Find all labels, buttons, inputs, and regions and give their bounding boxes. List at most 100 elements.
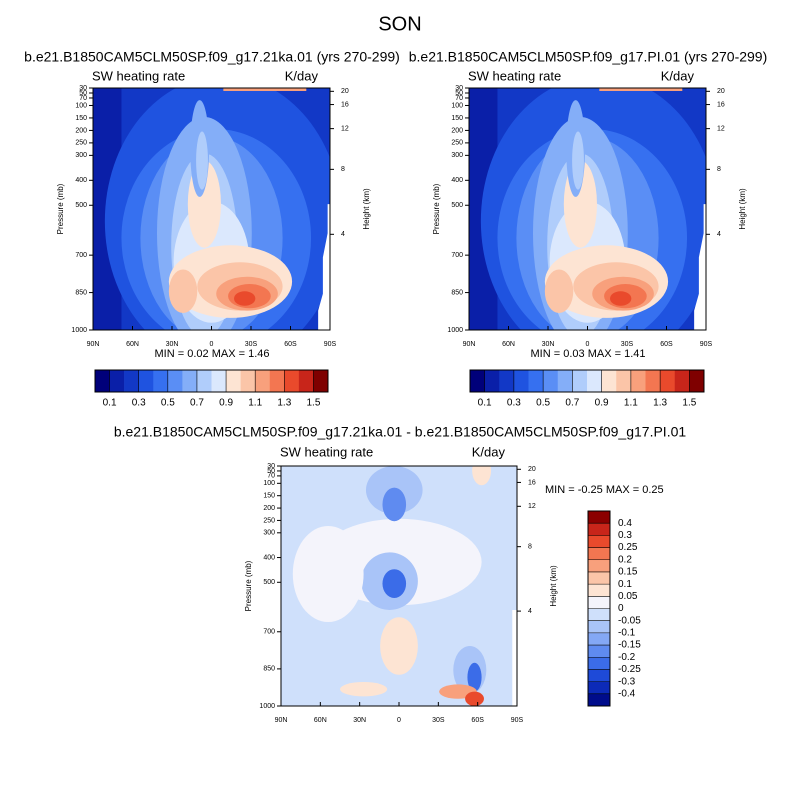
colorbar-box <box>616 370 632 392</box>
colorbar-label: 0.1 <box>103 398 117 409</box>
y2-tick-label: 4 <box>528 608 532 615</box>
x-tick-label: 0 <box>210 341 214 348</box>
colorbar-frame <box>94 369 329 393</box>
contour-region <box>234 291 256 306</box>
x-tick-label: 90N <box>275 717 288 724</box>
colorbar-box <box>588 693 610 707</box>
colorbar-label: 0.15 <box>618 567 638 578</box>
contour-region <box>340 682 388 697</box>
x-tick-label: 60N <box>314 717 327 724</box>
y-tick-label: 30 <box>455 85 463 92</box>
y-tick-label: 400 <box>75 177 87 184</box>
colorbar-label: 0.9 <box>219 398 233 409</box>
contour-panel: b.e21.B1850CAM5CLM50SP.f09_g17.PI.01 (yr… <box>409 49 768 409</box>
y-tick-label: 850 <box>75 289 87 296</box>
colorbar-label: 1.1 <box>248 398 262 409</box>
y2-tick-label: 12 <box>528 503 536 510</box>
colorbar-box <box>255 370 271 392</box>
contour-region <box>465 691 484 706</box>
x-tick-label: 60N <box>502 341 515 348</box>
left-label: SW heating rate <box>92 68 185 83</box>
y2-tick-label: 16 <box>528 479 536 486</box>
colorbar-label: 1.5 <box>306 398 320 409</box>
y2-axis-label: Height (km) <box>738 188 747 230</box>
colorbar-box <box>588 657 610 670</box>
colorbar-box <box>182 370 198 392</box>
min-max-part: 1.41 <box>624 348 645 360</box>
colorbar-box <box>588 645 610 658</box>
contour-region <box>572 131 584 190</box>
colorbar-box <box>298 370 314 392</box>
min-max-part: -0.25 <box>578 484 603 496</box>
y-tick-label: 100 <box>75 102 87 109</box>
colorbar-label: -0.25 <box>618 664 641 675</box>
colorbar-box <box>588 571 610 585</box>
y2-axis-label: Height (km) <box>362 188 371 230</box>
colorbar-box <box>689 370 705 392</box>
colorbar-box <box>211 370 227 392</box>
y-tick-label: 300 <box>263 530 275 537</box>
colorbar-box <box>588 681 610 695</box>
y-tick-label: 50 <box>267 468 275 475</box>
colorbar-label: 0.3 <box>618 530 632 541</box>
colorbar-box <box>499 370 515 392</box>
contour-region <box>196 131 208 190</box>
min-max: MIN = 0.03 MAX = 1.41 <box>530 348 645 360</box>
min-max-part: MAX = <box>212 348 245 360</box>
colorbar-label: 0.4 <box>618 518 632 529</box>
min-max: MIN = -0.25 MAX = 0.25 <box>545 484 664 496</box>
colorbar-box <box>226 370 241 392</box>
y-tick-label: 500 <box>263 579 275 586</box>
y-axis-label: Pressure (mb) <box>432 183 441 234</box>
colorbar-label: 0.3 <box>132 398 146 409</box>
x-tick-label: 90S <box>511 717 524 724</box>
colorbar-box <box>588 584 610 597</box>
colorbar-box <box>269 370 285 392</box>
y-tick-label: 300 <box>75 152 87 159</box>
y-tick-label: 150 <box>451 115 463 122</box>
y-tick-label: 50 <box>455 90 463 97</box>
colorbar-box <box>588 669 610 682</box>
min-max-part: MAX = <box>606 484 639 496</box>
x-tick-label: 30S <box>245 341 258 348</box>
y2-tick-label: 4 <box>341 231 345 238</box>
y2-tick-label: 8 <box>528 544 532 551</box>
y-tick-label: 200 <box>263 505 275 512</box>
x-tick-label: 30N <box>542 341 555 348</box>
contour-region <box>472 466 492 486</box>
colorbar-label: 1.3 <box>277 398 291 409</box>
y-tick-label: 150 <box>75 115 87 122</box>
x-tick-label: 0 <box>397 717 401 724</box>
colorbar-box <box>240 370 256 392</box>
y-tick-label: 500 <box>75 202 87 209</box>
x-tick-label: 30S <box>432 717 445 724</box>
contour-field <box>93 88 330 330</box>
figure-title: SON <box>378 13 421 35</box>
y-tick-label: 850 <box>263 666 275 673</box>
y2-tick-label: 8 <box>717 166 721 173</box>
y-tick-label: 250 <box>75 140 87 147</box>
y-tick-label: 70 <box>455 95 463 102</box>
colorbar-box <box>557 370 573 392</box>
y2-tick-label: 16 <box>717 101 725 108</box>
colorbar-box <box>588 535 610 548</box>
y-tick-label: 300 <box>451 152 463 159</box>
min-max-part: 0.02 <box>187 348 208 360</box>
x-tick-label: 90S <box>324 341 337 348</box>
y2-tick-label: 4 <box>717 231 721 238</box>
colorbar-label: 1.1 <box>624 398 638 409</box>
x-tick-label: 30S <box>621 341 634 348</box>
y-tick-label: 100 <box>451 102 463 109</box>
colorbar-label: 1.5 <box>682 398 696 409</box>
y-tick-label: 150 <box>263 493 275 500</box>
panel-title: b.e21.B1850CAM5CLM50SP.f09_g17.21ka.01 -… <box>114 424 687 440</box>
colorbar-frame <box>469 369 705 393</box>
colorbar-label: -0.1 <box>618 628 636 639</box>
colorbar-box <box>572 370 588 392</box>
colorbar-label: 0.3 <box>507 398 521 409</box>
y2-tick-label: 20 <box>717 88 725 95</box>
colorbar-box <box>674 370 690 392</box>
colorbar-label: 0.05 <box>618 591 638 602</box>
y-tick-label: 700 <box>263 629 275 636</box>
